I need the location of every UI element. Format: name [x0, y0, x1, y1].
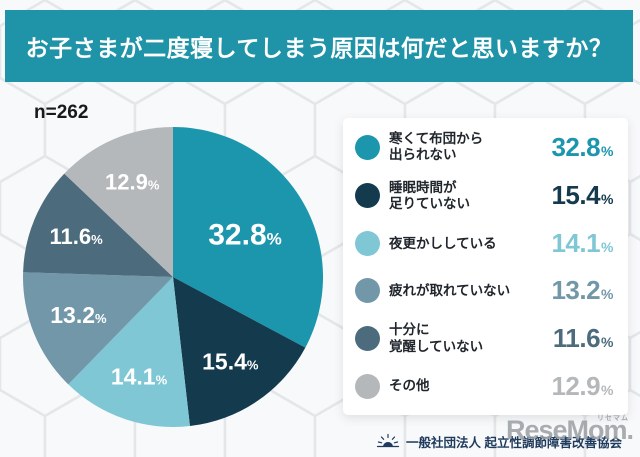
- pie-slice: [23, 173, 173, 277]
- legend-color-dot: [355, 231, 380, 257]
- legend-item-label: 睡眠時間が 足りていない: [389, 179, 470, 211]
- legend-item: 睡眠時間が 足りていない 15.4%: [355, 180, 613, 212]
- pie-slice: [68, 277, 190, 427]
- pie-chart: 32.8% 15.4% 14.1% 13.2% 11.6% 12.9%: [23, 127, 323, 427]
- rising-sun-logo-icon: [376, 433, 400, 448]
- legend-item-value: 14.1%: [551, 228, 613, 259]
- legend-item-label: その他: [389, 378, 430, 394]
- legend-color-dot: [355, 326, 380, 352]
- legend-item-label: 夜更かししている: [389, 235, 497, 251]
- pie-slice: [173, 277, 306, 427]
- legend-item-value: 13.2%: [551, 275, 613, 306]
- legend-color-dot: [355, 183, 380, 209]
- legend-item-value: 11.6%: [552, 323, 614, 354]
- watermark-ruby: リセマム: [597, 415, 629, 422]
- legend-item: 十分に 覚醒していない 11.6%: [355, 322, 613, 354]
- pie-slice-label: 13.2%: [50, 302, 107, 328]
- question-title: お子さまが二度寝してしまう原因は何だと思いますか？: [25, 35, 613, 61]
- legend-color-dot: [355, 373, 380, 399]
- legend-item: 疲れが取れていない 13.2%: [355, 275, 613, 306]
- sample-size-label: n=262: [34, 102, 89, 123]
- legend-color-dot: [355, 278, 380, 304]
- legend: 寒くて布団から 出られない 32.8% 睡眠時間が 足りていない 15.4% 夜更かしし…: [343, 118, 628, 415]
- legend-item-label: 疲れが取れていない: [389, 282, 511, 298]
- legend-item-label: 十分に 覚醒していない: [389, 322, 484, 354]
- legend-item-value: 12.9%: [551, 370, 613, 401]
- legend-item: その他 12.9%: [355, 371, 613, 402]
- organization-name: 一般社団法人 起立性調節障害改善協会: [406, 436, 622, 450]
- pie-slice: [64, 127, 173, 277]
- footer: 一般社団法人 起立性調節障害改善協会: [376, 432, 622, 451]
- pie-slice: [173, 127, 323, 348]
- legend-item-label: 寒くて布団から 出られない: [389, 131, 484, 163]
- legend-item: 夜更かししている 14.1%: [355, 228, 613, 259]
- watermark-text: ReseMom.: [505, 415, 634, 445]
- pie-slice: [23, 272, 173, 385]
- question-banner: お子さまが二度寝してしまう原因は何だと思いますか？: [5, 10, 633, 82]
- legend-item-value: 32.8%: [551, 131, 613, 162]
- watermark: リセマム ReseMom.: [505, 415, 634, 445]
- legend-item: 寒くて布団から 出られない 32.8%: [355, 131, 613, 163]
- legend-item-value: 15.4%: [551, 180, 613, 211]
- legend-color-dot: [355, 134, 380, 160]
